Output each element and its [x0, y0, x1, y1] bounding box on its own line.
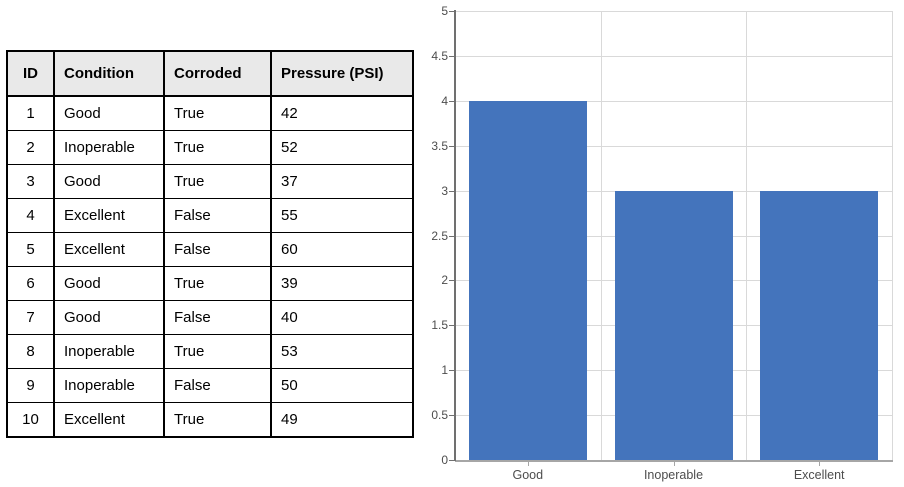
x-axis-label: Inoperable: [643, 468, 704, 482]
table-body: 1 Good True 42 2 Inoperable True 52 3 Good True 37 4…: [6, 95, 413, 437]
table-cell: True: [163, 95, 271, 131]
y-axis-tick: [449, 235, 454, 237]
table-cell: Inoperable: [53, 368, 164, 403]
table-cell: 4: [6, 198, 54, 233]
y-axis-label: 5: [441, 4, 448, 18]
y-axis-tick: [449, 55, 454, 57]
y-axis-line: [454, 10, 456, 461]
table-cell: Excellent: [53, 402, 164, 437]
horizontal-gridline: [455, 55, 892, 57]
table-row: 6 Good True 39: [6, 266, 413, 301]
y-axis-label: 0.5: [431, 408, 448, 423]
y-axis-tick: [449, 460, 454, 461]
y-axis-tick: [449, 100, 454, 102]
column-header: Corroded: [163, 50, 271, 97]
y-axis-label: 4.5: [431, 48, 448, 63]
table-cell: False: [163, 232, 271, 267]
table-cell: Inoperable: [53, 334, 164, 369]
table-header-row: ID Condition Corroded Pressure (PSI): [6, 50, 413, 97]
table-row: 8 Inoperable True 53: [6, 334, 413, 369]
condition-count-bar-chart: 0 0.5 1 1.5 2 2.5 3 3.5 4 4.5 5 Good Inoperable Excel…: [410, 0, 904, 487]
table-row: 5 Excellent False 60: [6, 232, 413, 267]
table-row: 7 Good False 40: [6, 300, 413, 335]
table-cell: Good: [53, 164, 164, 199]
y-axis-tick: [449, 280, 454, 282]
y-axis-tick: [449, 325, 454, 327]
horizontal-gridline: [455, 100, 892, 102]
bar: [760, 190, 879, 460]
table-cell: 2: [6, 130, 54, 165]
table-header: ID Condition Corroded Pressure (PSI): [6, 50, 413, 97]
y-axis-tick: [449, 11, 454, 12]
x-axis-line: [455, 460, 893, 462]
table-cell: 8: [6, 334, 54, 369]
x-axis-label: Excellent: [793, 468, 845, 482]
y-axis-tick: [449, 190, 454, 192]
table-row: 4 Excellent False 55: [6, 198, 413, 233]
table-cell: 1: [6, 95, 54, 131]
table-cell: False: [163, 198, 271, 233]
table-cell: 6: [6, 266, 54, 301]
table-cell: 3: [6, 164, 54, 199]
horizontal-gridline: [455, 145, 892, 147]
table-cell: 49: [270, 402, 413, 437]
table-cell: Good: [53, 95, 164, 131]
x-axis-label: Good: [512, 468, 544, 482]
column-header: Pressure (PSI): [270, 50, 413, 97]
table-cell: True: [163, 402, 271, 437]
table-cell: 60: [270, 232, 413, 267]
x-axis-tick: [819, 461, 821, 466]
y-axis-tick: [449, 415, 454, 417]
vertical-gridline: [892, 11, 893, 460]
x-axis-tick: [527, 461, 529, 466]
table-cell: 40: [270, 300, 413, 335]
table-cell: Excellent: [53, 232, 164, 267]
table-cell: 39: [270, 266, 413, 301]
table-cell: 10: [6, 402, 54, 437]
y-axis-label: 3.5: [431, 138, 448, 153]
y-axis-label: 4: [441, 93, 448, 108]
table-row: 9 Inoperable False 50: [6, 368, 413, 403]
table-row: 10 Excellent True 49: [6, 402, 413, 437]
x-axis-tick: [673, 461, 675, 466]
table-cell: Good: [53, 300, 164, 335]
y-axis-label: 1: [441, 363, 448, 378]
table-cell: Inoperable: [53, 130, 164, 165]
table-row: 3 Good True 37: [6, 164, 413, 199]
y-axis-label: 1.5: [431, 318, 448, 333]
table-cell: 9: [6, 368, 54, 403]
table-cell: True: [163, 130, 271, 165]
pipe-inspection-table: ID Condition Corroded Pressure (PSI) 1 Good T…: [6, 50, 414, 438]
table-cell: True: [163, 334, 271, 369]
horizontal-gridline: [455, 11, 892, 12]
table-cell: 7: [6, 300, 54, 335]
table-cell: 55: [270, 198, 413, 233]
column-header: Condition: [53, 50, 164, 97]
table-cell: True: [163, 164, 271, 199]
y-axis-tick: [449, 145, 454, 147]
table-cell: False: [163, 368, 271, 403]
bar: [468, 100, 587, 460]
y-axis-label: 0: [441, 453, 448, 467]
table-cell: 42: [270, 95, 413, 131]
table-cell: False: [163, 300, 271, 335]
table-cell: 50: [270, 368, 413, 403]
table-cell: Good: [53, 266, 164, 301]
table-row: 1 Good True 42: [6, 95, 413, 131]
y-axis-label: 3: [441, 183, 448, 198]
table-cell: True: [163, 266, 271, 301]
table-row: 2 Inoperable True 52: [6, 130, 413, 165]
table-cell: Excellent: [53, 198, 164, 233]
y-axis-label: 2.5: [431, 228, 448, 243]
column-header: ID: [6, 50, 54, 97]
y-axis-tick: [449, 370, 454, 372]
table-cell: 52: [270, 130, 413, 165]
table-cell: 37: [270, 164, 413, 199]
y-axis-label: 2: [441, 273, 448, 288]
table-cell: 5: [6, 232, 54, 267]
bar: [614, 190, 733, 460]
table-cell: 53: [270, 334, 413, 369]
